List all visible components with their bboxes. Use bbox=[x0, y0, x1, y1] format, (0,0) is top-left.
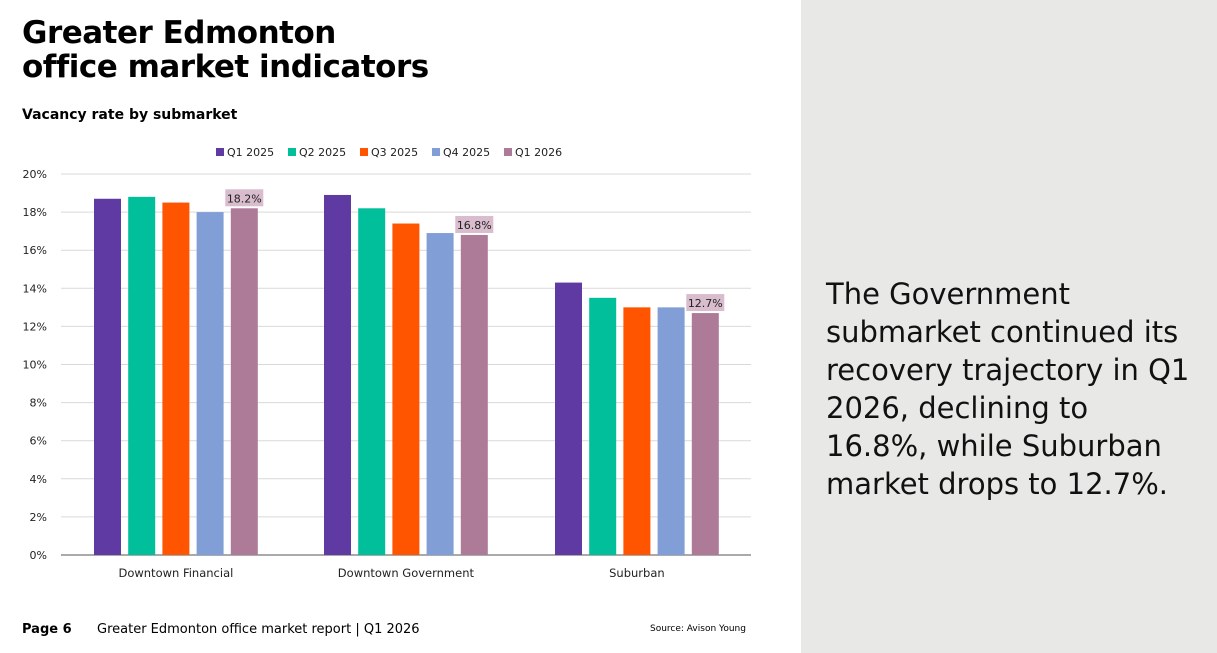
bar bbox=[589, 297, 617, 555]
y-tick-label: 14% bbox=[23, 282, 47, 295]
bar bbox=[657, 307, 685, 555]
y-tick-label: 8% bbox=[30, 397, 47, 410]
y-tick-label: 12% bbox=[23, 320, 47, 333]
legend-swatch bbox=[288, 148, 296, 156]
legend-label: Q2 2025 bbox=[299, 146, 346, 159]
footer-report-title: Greater Edmonton office market report | … bbox=[97, 622, 420, 637]
data-label: 18.2% bbox=[227, 192, 262, 205]
bar bbox=[94, 198, 121, 555]
x-category-label: Downtown Financial bbox=[118, 566, 233, 580]
legend-label: Q3 2025 bbox=[371, 146, 418, 159]
legend-swatch bbox=[360, 148, 368, 156]
legend-label: Q1 2025 bbox=[227, 146, 274, 159]
y-tick-label: 18% bbox=[23, 206, 47, 219]
data-label: 16.8% bbox=[457, 219, 492, 232]
legend-label: Q4 2025 bbox=[443, 146, 490, 159]
chart-subtitle: Vacancy rate by submarket bbox=[22, 107, 238, 123]
bar bbox=[324, 194, 351, 555]
bar bbox=[358, 208, 386, 555]
title-line-1: Greater Edmonton bbox=[22, 15, 336, 51]
y-tick-label: 2% bbox=[30, 511, 47, 524]
y-tick-label: 6% bbox=[30, 435, 47, 448]
bar bbox=[460, 234, 488, 555]
legend-swatch bbox=[432, 148, 440, 156]
y-tick-label: 20% bbox=[23, 168, 47, 181]
vacancy-bar-chart: 0% 2% 4% 6% 8% 10% 12% 14% 16% 18% 20% Q1 2025 Q2 20… bbox=[23, 146, 751, 580]
footer-page-number: Page 6 bbox=[22, 622, 72, 637]
bar bbox=[392, 223, 420, 555]
bar bbox=[426, 233, 454, 555]
data-label-background bbox=[455, 215, 494, 233]
bar bbox=[128, 196, 156, 556]
y-tick-label: 0% bbox=[30, 549, 47, 562]
legend-label: Q1 2026 bbox=[515, 146, 562, 159]
footer-source: Source: Avison Young bbox=[650, 624, 746, 634]
bar bbox=[691, 313, 719, 555]
page-title: Greater Edmonton office market indicator… bbox=[22, 16, 622, 84]
x-category-label: Suburban bbox=[609, 566, 665, 580]
data-label-background bbox=[686, 294, 725, 312]
side-commentary: The Government submarket continued its r… bbox=[826, 277, 1190, 501]
title-line-2: office market indicators bbox=[22, 49, 429, 85]
legend-swatch bbox=[504, 148, 512, 156]
x-category-label: Downtown Government bbox=[338, 566, 475, 580]
y-tick-label: 16% bbox=[23, 244, 47, 257]
y-tick-label: 4% bbox=[30, 473, 47, 486]
bar bbox=[623, 307, 651, 555]
side-panel: The Government submarket continued its r… bbox=[801, 0, 1217, 653]
bar bbox=[230, 208, 258, 555]
bar bbox=[196, 212, 224, 555]
y-tick-label: 10% bbox=[23, 359, 47, 372]
data-label: 12.7% bbox=[688, 297, 723, 310]
legend-swatch bbox=[216, 148, 224, 156]
bar bbox=[555, 282, 582, 555]
data-label-background bbox=[225, 189, 264, 207]
bar bbox=[162, 202, 190, 555]
